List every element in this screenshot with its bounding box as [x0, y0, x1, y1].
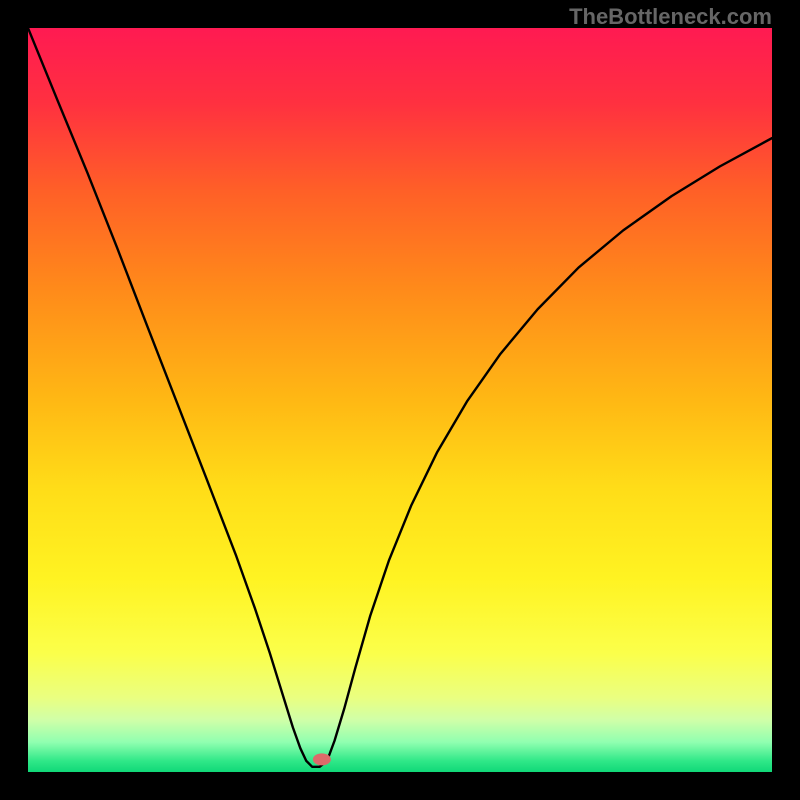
chart-svg [28, 28, 772, 772]
gradient-background [28, 28, 772, 772]
watermark-text: TheBottleneck.com [569, 4, 772, 30]
minimum-marker [313, 753, 331, 765]
bottleneck-chart [28, 28, 772, 772]
